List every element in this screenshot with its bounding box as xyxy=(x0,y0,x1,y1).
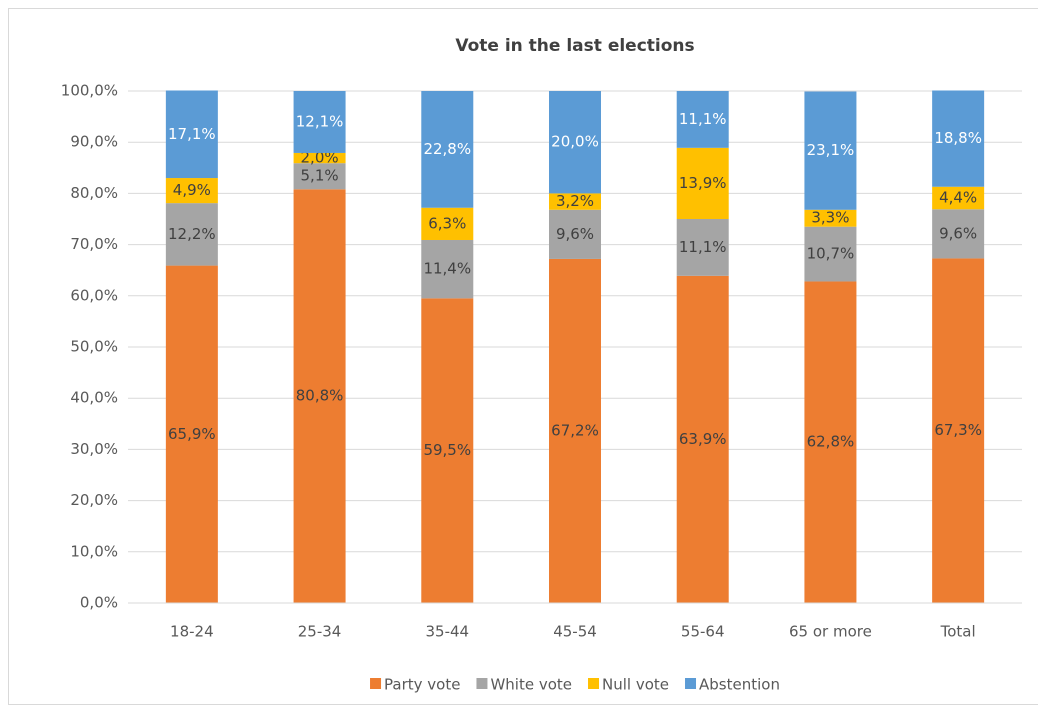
bar-segment xyxy=(676,219,729,276)
data-label: 23,1% xyxy=(807,141,855,159)
data-label: 2,0% xyxy=(301,149,339,167)
data-label: 11,1% xyxy=(679,110,727,128)
data-label: 62,8% xyxy=(807,433,855,451)
bar-segment xyxy=(165,90,218,179)
bar-segment xyxy=(804,281,857,603)
data-label: 59,5% xyxy=(423,441,471,459)
data-label: 63,9% xyxy=(679,430,727,448)
y-tick-label: 40,0% xyxy=(70,389,118,407)
y-tick-label: 10,0% xyxy=(70,542,118,560)
bar-segment xyxy=(932,209,985,259)
data-label: 80,8% xyxy=(296,387,344,405)
bar-segment xyxy=(676,275,729,603)
bar-segment xyxy=(293,152,346,164)
data-label: 12,2% xyxy=(168,225,216,243)
y-tick-label: 100,0% xyxy=(61,82,118,100)
data-label: 18,8% xyxy=(934,129,982,147)
data-label: 22,8% xyxy=(423,140,471,158)
bar-segment xyxy=(421,91,474,208)
bar-segment xyxy=(421,239,474,299)
y-tick-label: 70,0% xyxy=(70,235,118,253)
data-label: 9,6% xyxy=(939,224,977,242)
bar-segment xyxy=(549,209,601,259)
bar-segment xyxy=(421,207,474,240)
legend-swatch xyxy=(685,678,697,689)
bar-segment xyxy=(676,147,729,219)
data-label: 9,6% xyxy=(556,225,594,243)
x-tick-label: 45-54 xyxy=(553,623,597,641)
data-label: 3,2% xyxy=(556,192,594,210)
data-label: 3,3% xyxy=(811,209,849,227)
legend-label: Abstention xyxy=(699,676,780,694)
legend-swatch xyxy=(588,678,600,689)
data-label: 4,9% xyxy=(173,181,211,199)
bar-segment xyxy=(549,193,601,210)
data-label: 67,3% xyxy=(934,421,982,439)
x-tick-label: 18-24 xyxy=(170,623,214,641)
data-label: 12,1% xyxy=(296,112,344,130)
bar-segment xyxy=(932,90,985,187)
y-tick-label: 50,0% xyxy=(70,338,118,356)
y-tick-label: 0,0% xyxy=(80,594,118,612)
legend-label: White vote xyxy=(490,676,572,694)
x-tick-label: 35-44 xyxy=(425,623,469,641)
bar-segment xyxy=(165,265,218,603)
y-tick-label: 60,0% xyxy=(70,286,118,304)
bar-segment xyxy=(804,91,857,210)
bar-segment xyxy=(932,258,985,603)
y-tick-label: 30,0% xyxy=(70,440,118,458)
legend-swatch xyxy=(476,678,488,689)
data-label: 65,9% xyxy=(168,425,216,443)
data-label: 11,1% xyxy=(679,238,727,256)
data-label: 11,4% xyxy=(423,260,471,278)
data-label: 5,1% xyxy=(301,167,339,185)
x-tick-label: 55-64 xyxy=(681,623,725,641)
legend-label: Party vote xyxy=(384,676,460,694)
data-label: 4,4% xyxy=(939,189,977,207)
bar-segment xyxy=(804,209,857,227)
data-label: 17,1% xyxy=(168,125,216,143)
legend-label: Null vote xyxy=(602,676,669,694)
chart-title: Vote in the last elections xyxy=(455,36,694,56)
bar-segment xyxy=(549,258,601,603)
bar-segment xyxy=(804,226,857,282)
x-tick-label: 65 or more xyxy=(789,623,872,641)
data-label: 6,3% xyxy=(428,214,466,232)
legend-swatch xyxy=(370,678,382,689)
bar-segment xyxy=(932,186,985,210)
bar-segment xyxy=(676,91,729,148)
bar-segment xyxy=(549,91,601,194)
data-label: 67,2% xyxy=(551,421,599,439)
x-tick-label: 25-34 xyxy=(298,623,342,641)
data-label: 20,0% xyxy=(551,133,599,151)
bar-segment xyxy=(293,189,346,603)
chart-frame xyxy=(8,8,1038,705)
bar-segment xyxy=(421,298,474,603)
bar-segment xyxy=(293,163,346,190)
y-tick-label: 20,0% xyxy=(70,491,118,509)
y-tick-label: 90,0% xyxy=(70,133,118,151)
data-label: 13,9% xyxy=(679,174,727,192)
bar-segment xyxy=(165,178,218,204)
bar-segment xyxy=(293,91,346,153)
data-label: 10,7% xyxy=(807,245,855,263)
x-tick-label: Total xyxy=(940,623,976,641)
bar-segment xyxy=(165,203,218,266)
y-tick-label: 80,0% xyxy=(70,184,118,202)
